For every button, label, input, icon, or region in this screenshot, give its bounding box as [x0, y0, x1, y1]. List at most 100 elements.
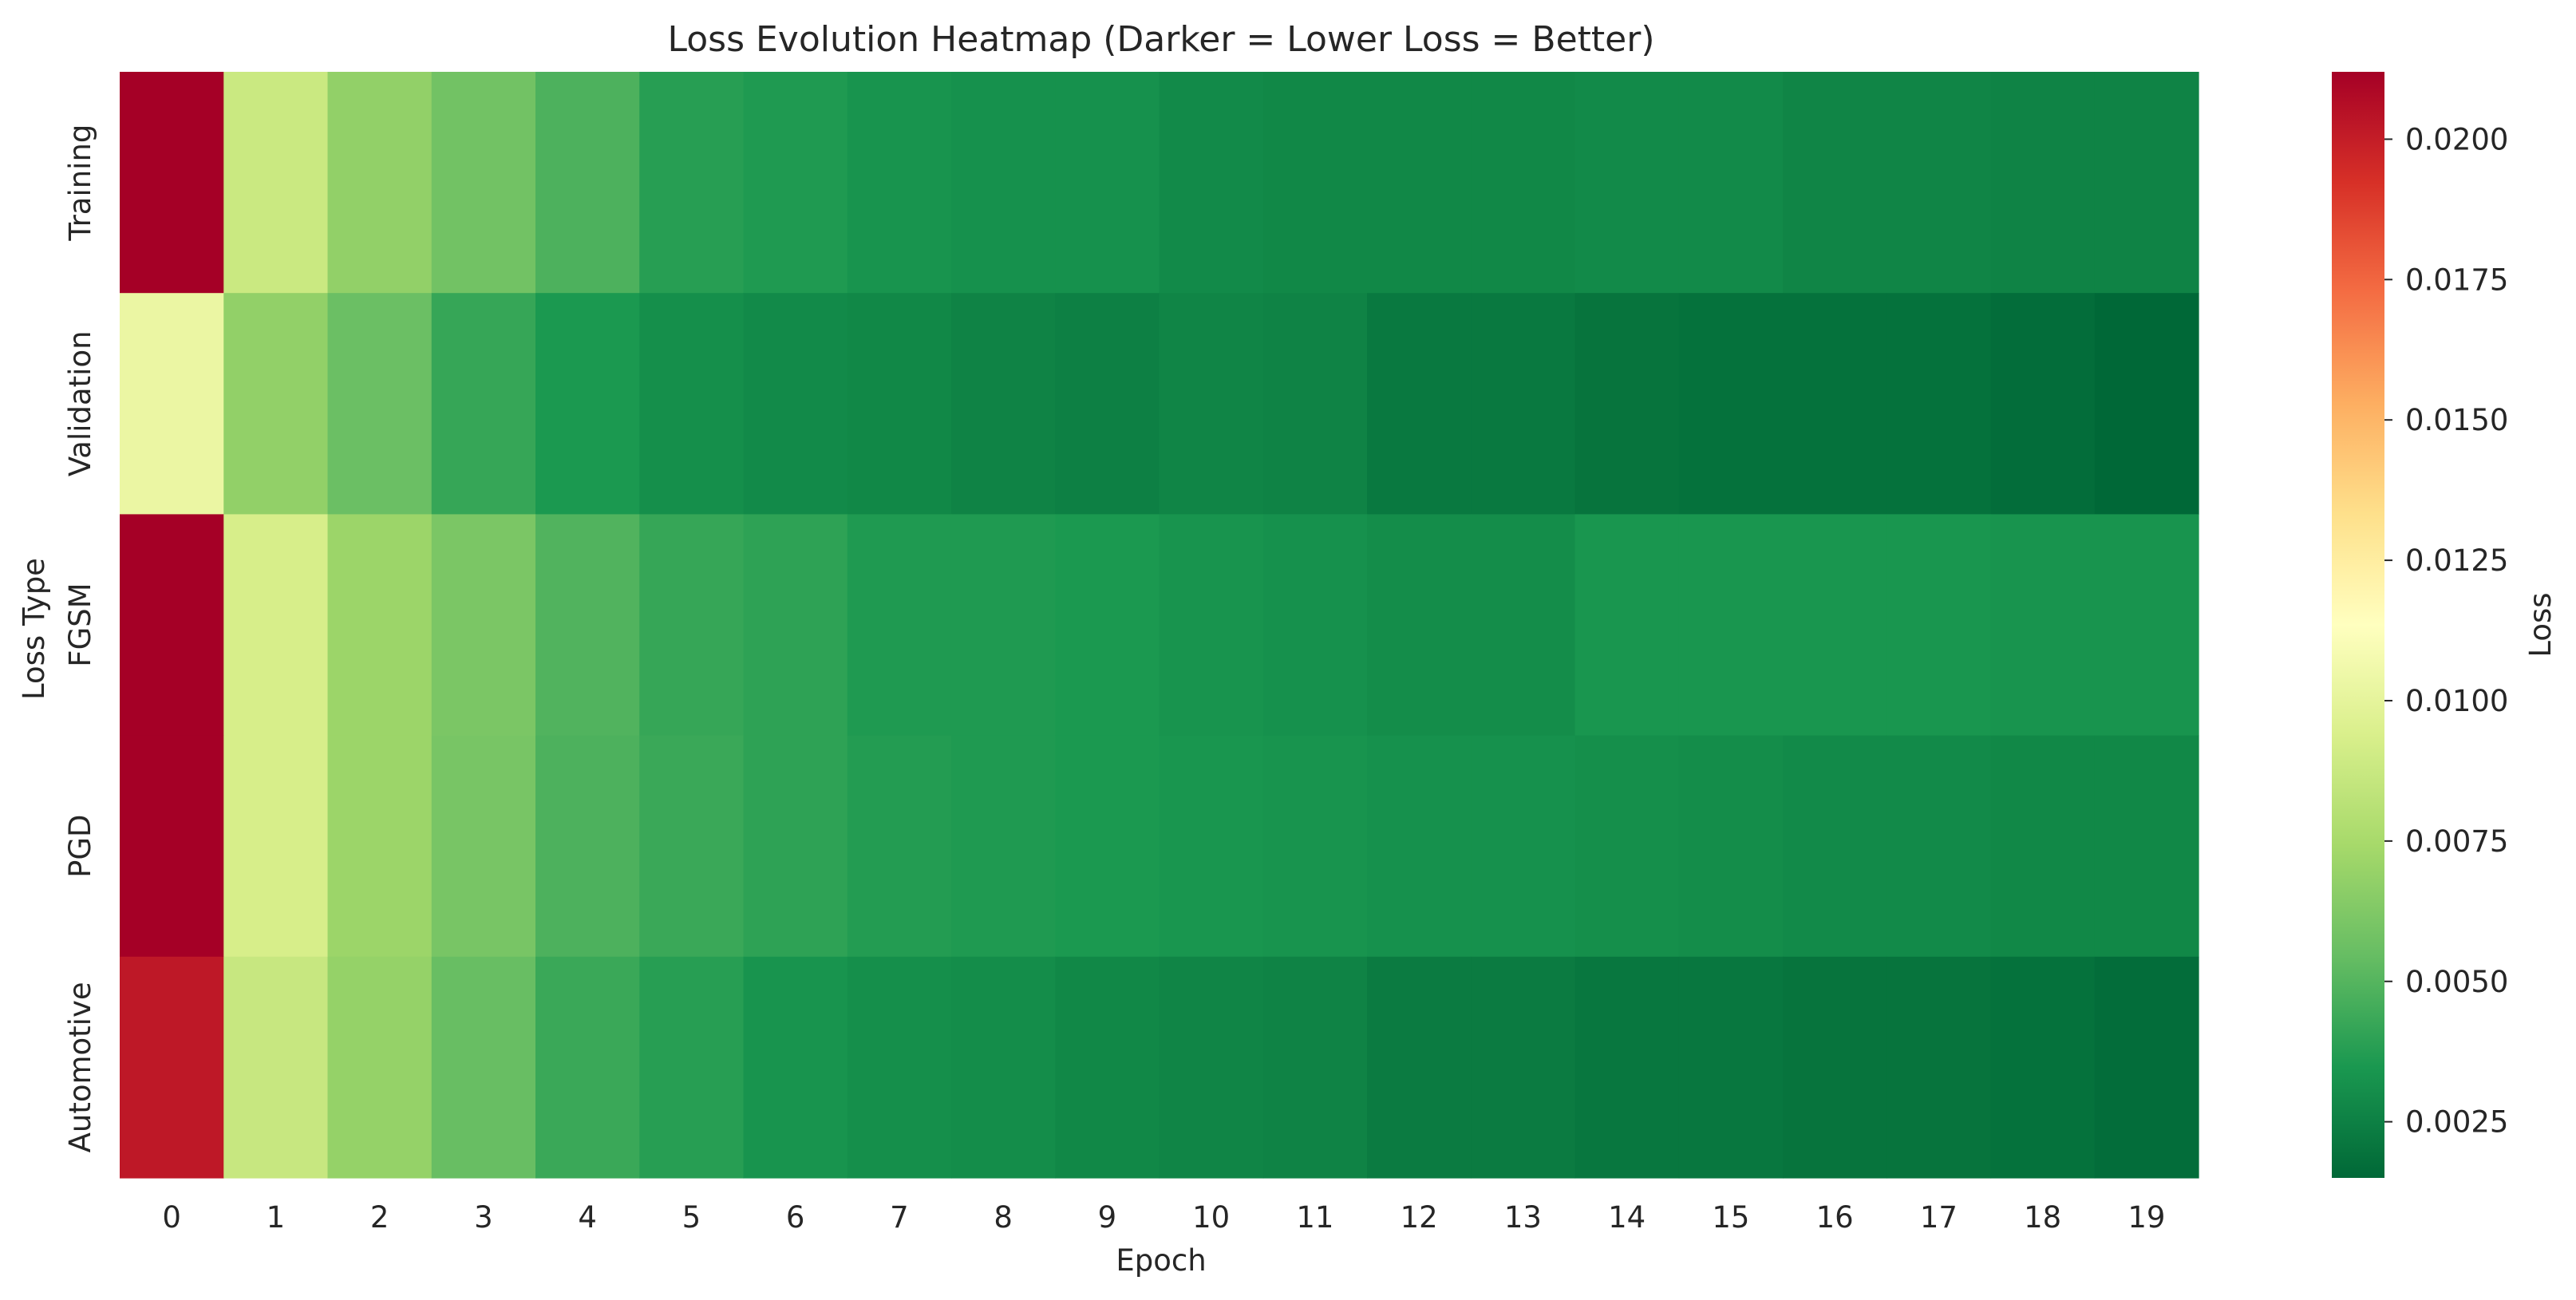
heatmap-cell	[1262, 293, 1368, 515]
heatmap-cell	[2094, 735, 2199, 958]
x-tick-label: 15	[1712, 1200, 1749, 1235]
heatmap-cell	[223, 735, 329, 958]
y-tick-label: Validation	[63, 330, 97, 476]
heatmap-cell	[1471, 735, 1576, 958]
heatmap-cell	[951, 956, 1056, 1179]
heatmap-cell	[1055, 293, 1160, 515]
heatmap-cell	[327, 735, 433, 958]
heatmap-cell	[1367, 956, 1472, 1179]
heatmap-cell	[431, 735, 536, 958]
heatmap-cell	[2094, 72, 2199, 294]
heatmap-cell	[1471, 956, 1576, 1179]
colorbar-tick-label: 0.0125	[2405, 543, 2508, 578]
y-tick-label: Automotive	[63, 982, 97, 1152]
heatmap-cell	[1783, 72, 1887, 294]
heatmap-cell	[1678, 293, 1784, 515]
heatmap-cell	[1678, 514, 1784, 737]
heatmap-cell	[1471, 514, 1576, 737]
heatmap-cell	[327, 956, 433, 1179]
heatmap-cell	[1159, 735, 1264, 958]
heatmap-cell	[327, 72, 433, 294]
heatmap-cell	[743, 956, 848, 1179]
heatmap-cell	[639, 735, 745, 958]
heatmap-cell	[431, 293, 536, 515]
heatmap-cell	[639, 956, 745, 1179]
colorbar-ticks: 0.0025 0.0050 0.0075 0.0100 0.0125 0.0150 0.01…	[2384, 122, 2508, 1140]
x-tick-label: 19	[2128, 1200, 2165, 1235]
heatmap-cell	[1055, 735, 1160, 958]
heatmap-cell	[1055, 514, 1160, 737]
heatmap-cell	[1783, 514, 1887, 737]
heatmap-cell	[951, 72, 1056, 294]
colorbar-label: Loss	[2523, 592, 2558, 657]
x-tick-label: 13	[1504, 1200, 1542, 1235]
heatmap-cell	[120, 293, 224, 515]
colorbar-tick-label: 0.0025	[2405, 1105, 2508, 1140]
heatmap-cell	[1887, 514, 1992, 737]
heatmap-cell	[2094, 514, 2199, 737]
x-tick-label: 0	[162, 1200, 181, 1235]
heatmap-cell	[1159, 956, 1264, 1179]
x-tick-label: 9	[1098, 1200, 1117, 1235]
heatmap-cell	[743, 735, 848, 958]
heatmap-cell	[1574, 735, 1680, 958]
heatmap-cell	[1990, 72, 2096, 294]
heatmap-cell	[120, 514, 224, 737]
heatmap-cell	[1887, 293, 1992, 515]
heatmap-cell	[1783, 956, 1887, 1179]
x-tick-label: 18	[2024, 1200, 2061, 1235]
heatmap-cell	[431, 956, 536, 1179]
heatmap-cell	[120, 735, 224, 958]
heatmap-cell	[1262, 735, 1368, 958]
heatmap-cell	[223, 293, 329, 515]
heatmap-cell	[1678, 72, 1784, 294]
heatmap-cell	[1159, 72, 1264, 294]
heatmap-cell	[2094, 293, 2199, 515]
heatmap-cell	[847, 514, 952, 737]
heatmap-cell	[535, 514, 640, 737]
heatmap-cell	[535, 735, 640, 958]
colorbar-tick-label: 0.0050	[2405, 965, 2508, 999]
heatmap-cell	[1471, 293, 1576, 515]
x-tick-label: 12	[1401, 1200, 1438, 1235]
heatmap-cell	[1887, 735, 1992, 958]
heatmap-cell	[951, 735, 1056, 958]
heatmap-cell	[847, 735, 952, 958]
heatmap-cell	[1990, 293, 2096, 515]
x-tick-label: 1	[267, 1200, 286, 1235]
heatmap-cell	[1678, 735, 1784, 958]
heatmap-cell	[639, 514, 745, 737]
heatmap-cell	[847, 293, 952, 515]
y-tick-label: PGD	[63, 814, 97, 877]
heatmap-cell	[639, 72, 745, 294]
heatmap-cell	[1887, 956, 1992, 1179]
heatmap-cell	[1990, 735, 2096, 958]
heatmap-cell	[847, 72, 952, 294]
heatmap-cell	[1367, 514, 1472, 737]
y-tick-labels: Training Validation FGSM PGD Automotive	[63, 124, 97, 1153]
heatmap-cell	[431, 514, 536, 737]
heatmap-cell	[1159, 514, 1264, 737]
heatmap-cell	[1055, 72, 1160, 294]
heatmap-cell	[639, 293, 745, 515]
heatmap-cell	[1990, 514, 2096, 737]
x-tick-label: 4	[578, 1200, 597, 1235]
heatmap-cell	[951, 293, 1056, 515]
heatmap-cell	[1783, 293, 1887, 515]
x-tick-label: 6	[786, 1200, 805, 1235]
heatmap-cell	[1159, 293, 1264, 515]
heatmap-cell	[743, 293, 848, 515]
colorbar-tick-label: 0.0150	[2405, 403, 2508, 437]
x-tick-label: 3	[474, 1200, 493, 1235]
heatmap-cell	[1783, 735, 1887, 958]
heatmap-cells	[120, 72, 2199, 1179]
y-tick-label: FGSM	[63, 583, 97, 666]
colorbar-tick-label: 0.0075	[2405, 824, 2508, 859]
heatmap-cell	[1574, 514, 1680, 737]
heatmap-cell	[1262, 72, 1368, 294]
heatmap-cell	[1990, 956, 2096, 1179]
x-tick-label: 2	[370, 1200, 389, 1235]
chart-title: Loss Evolution Heatmap (Darker = Lower L…	[668, 19, 1655, 60]
x-tick-label: 16	[1816, 1200, 1854, 1235]
